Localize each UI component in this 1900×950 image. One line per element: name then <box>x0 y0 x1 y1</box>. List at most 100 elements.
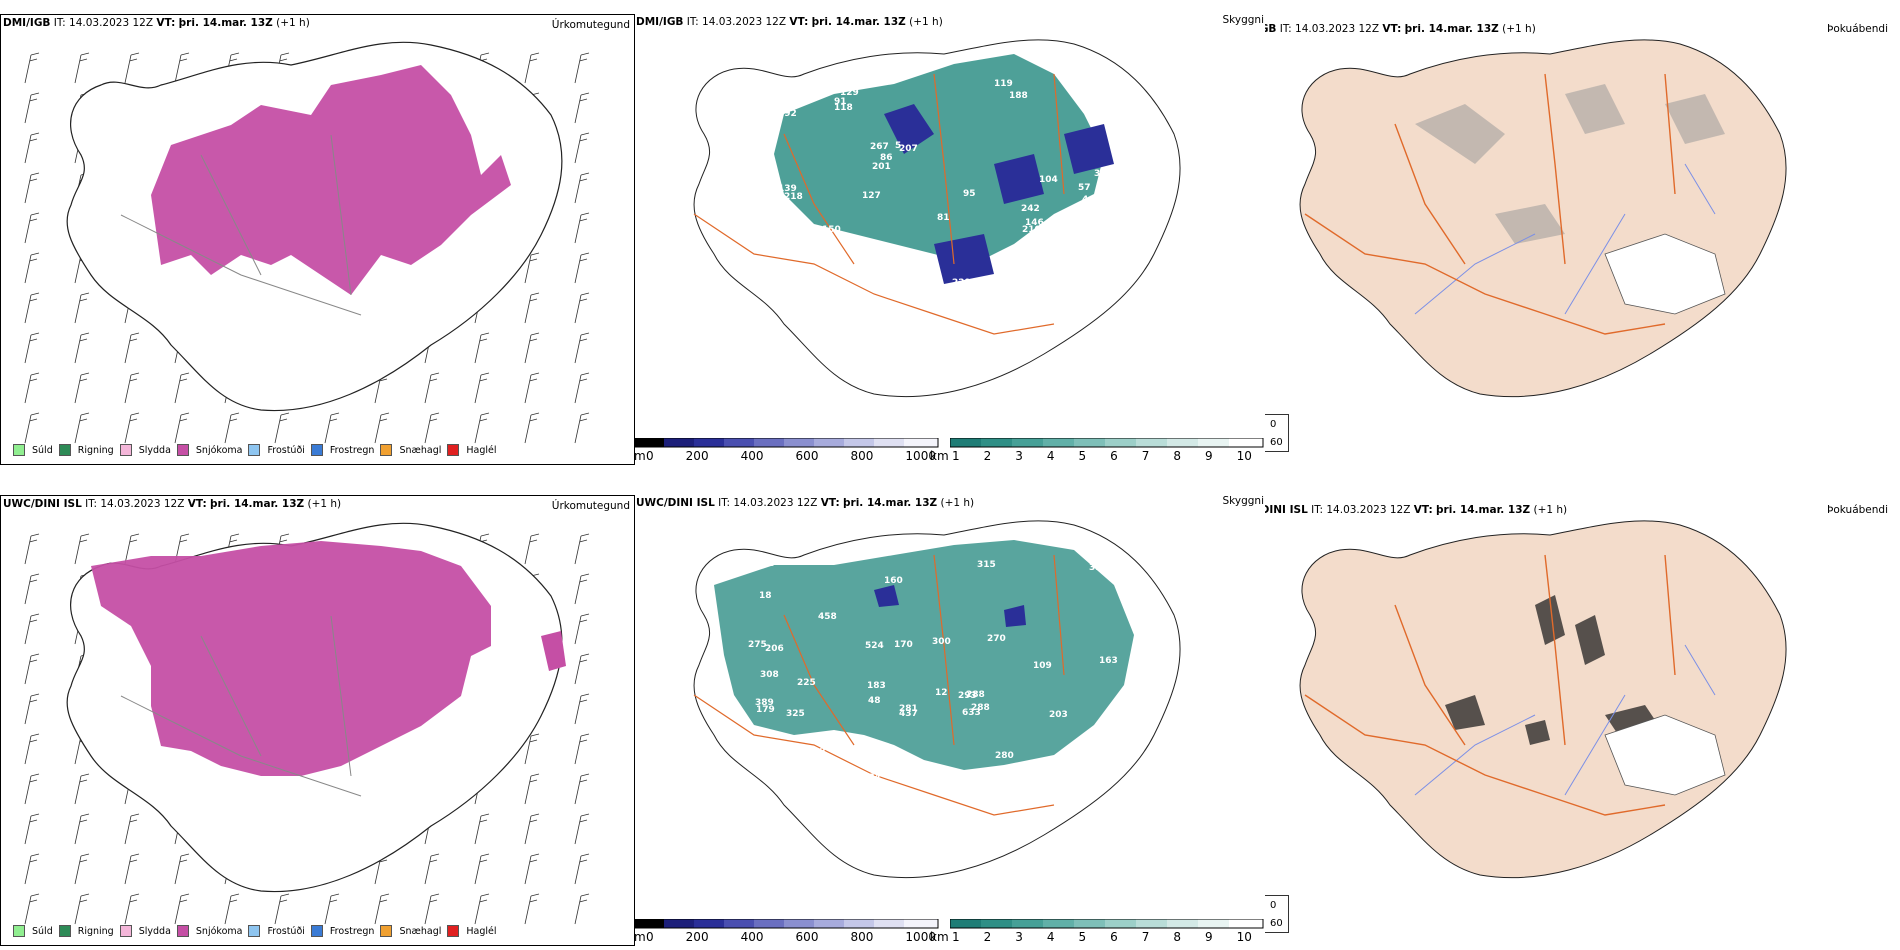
altitude-colorbar <box>634 919 939 929</box>
wind-barb <box>174 893 190 925</box>
wind-barb <box>74 52 90 84</box>
legend-swatch <box>447 444 460 456</box>
visibility-ticks: 1 2 3 4 5 6 7 8 9 10 <box>952 449 1252 463</box>
scale-tick: 3 <box>1015 930 1023 944</box>
visibility-value-label: 206 <box>765 644 784 654</box>
visibility-value-label: 524 <box>865 641 884 651</box>
visibility-value-label: 129 <box>840 88 859 98</box>
legend-label: Frostregn <box>329 925 375 937</box>
visibility-value-label: 371 <box>1094 169 1113 179</box>
rivers <box>1414 163 1716 315</box>
wind-barb <box>24 813 40 845</box>
visibility-value-label: 227 <box>1100 729 1119 739</box>
visibility-colorbar <box>950 438 1264 448</box>
fog-map-2 <box>1299 520 1787 879</box>
scale-tick: 800 <box>850 930 874 944</box>
wind-barb <box>574 172 590 204</box>
visibility-value-label: 48 <box>868 696 881 706</box>
legend-label: Slydda <box>138 444 171 456</box>
wind-barb <box>474 813 490 845</box>
visibility-value-label: 922 <box>1114 79 1133 89</box>
fog-legend-label: 0 <box>1270 899 1277 911</box>
wind-barb <box>574 252 590 284</box>
scale-tick: 2 <box>983 930 992 944</box>
wind-barb <box>24 252 40 284</box>
wind-barb <box>24 613 40 645</box>
scale-tick: 400 <box>740 930 764 944</box>
visibility-value-label: 281 <box>899 704 918 714</box>
visibility-value-label: 207 <box>899 144 918 154</box>
wind-barb <box>224 412 240 444</box>
wind-barb <box>174 372 190 404</box>
wind-barb <box>274 412 290 444</box>
legend-label: Slydda <box>138 925 171 937</box>
visibility-value-label: 336 <box>756 559 775 569</box>
visibility-value-label: 12 <box>935 688 948 698</box>
legend-label: Snjókoma <box>195 925 243 937</box>
wind-barb <box>574 733 590 765</box>
scale-tick: 600 <box>795 449 819 463</box>
wind-barb <box>374 412 390 444</box>
roads <box>693 554 1065 816</box>
scale-tick: 400 <box>740 449 764 463</box>
wind-barb <box>24 773 40 805</box>
visibility-value-label: 107 <box>782 97 801 107</box>
roads <box>1304 73 1676 335</box>
wind-barb <box>524 292 540 324</box>
legend-label: Frostúði <box>267 444 305 456</box>
scale-tick: 0 <box>646 930 654 944</box>
wind-barb <box>274 893 290 925</box>
visibility-value-label: 183 <box>867 681 886 691</box>
visibility-value-label: 633 <box>962 708 981 718</box>
legend-swatch <box>58 925 71 937</box>
visibility-value-label: 79 <box>1043 269 1056 279</box>
fog-panel-1: Þokuábendi DMI/IGB IT: 14.03.2023 12Z VT… <box>1265 14 1900 463</box>
wind-barb <box>124 533 140 565</box>
wind-barb <box>474 853 490 885</box>
panel-header: UWC/DINI ISL IT: 14.03.2023 12Z VT: þri.… <box>636 497 975 509</box>
visibility-value-label: 146 <box>1025 218 1044 228</box>
wind-barb <box>524 52 540 84</box>
visibility-labels: 288 206 352 633 183 170 109 288 524 300 312 275 325 2… <box>748 559 1129 783</box>
wind-barb <box>574 92 590 124</box>
scale-tick: 7 <box>1141 449 1150 463</box>
legend-swatch <box>447 925 460 937</box>
wind-barb <box>124 853 140 885</box>
legend-swatch <box>380 925 393 937</box>
visibility-value-label: 277 <box>974 291 993 301</box>
legend-swatch <box>119 925 132 937</box>
visibility-value-label: 352 <box>1089 563 1108 573</box>
visibility-value-label: 4 <box>1082 195 1088 205</box>
wind-barb <box>24 172 40 204</box>
visibility-value-label: 184 <box>862 773 881 783</box>
wind-barb <box>74 853 90 885</box>
legend-label: Snjókoma <box>195 444 243 456</box>
wind-barb <box>124 372 140 404</box>
legend-swatch <box>248 925 261 937</box>
legend-label: Frostúði <box>267 925 305 937</box>
wind-barb <box>174 52 190 84</box>
wind-barb <box>24 653 40 685</box>
visibility-map-2: 288 206 352 633 183 170 109 288 524 300 312 275 325 2… <box>693 520 1181 879</box>
fog-legend-row: 60 <box>1265 433 1288 451</box>
wind-barb <box>224 893 240 925</box>
visibility-scale-2: km 1 2 3 4 5 6 7 8 9 10 <box>930 919 1264 944</box>
wind-barb <box>374 893 390 925</box>
wind-barb <box>24 332 40 364</box>
fog-legend-label: 60 <box>1270 436 1283 448</box>
precip-legend: Súld Rigning Slydda Snjókoma Frostúði Frostre… <box>7 444 497 456</box>
scale-tick: 3 <box>1015 449 1023 463</box>
legend-swatch <box>13 444 25 456</box>
visibility-ticks: 1 2 3 4 5 6 7 8 9 10 <box>952 930 1252 944</box>
panel-header: UWC/DINI ISL IT: 14.03.2023 12Z VT: þri.… <box>3 498 342 510</box>
scale-tick: 10 <box>1236 930 1252 944</box>
precip-map-1 <box>24 41 590 444</box>
legend-label: Súld <box>32 444 53 456</box>
scale-tick: 9 <box>1205 930 1213 944</box>
visibility-value-label: 57 <box>1078 183 1091 193</box>
visibility-value-label: 229 <box>952 278 971 288</box>
wind-barb <box>474 893 490 925</box>
wind-barb <box>174 853 190 885</box>
visibility-value-label: 293 <box>958 691 977 701</box>
scale-tick: 200 <box>685 930 709 944</box>
